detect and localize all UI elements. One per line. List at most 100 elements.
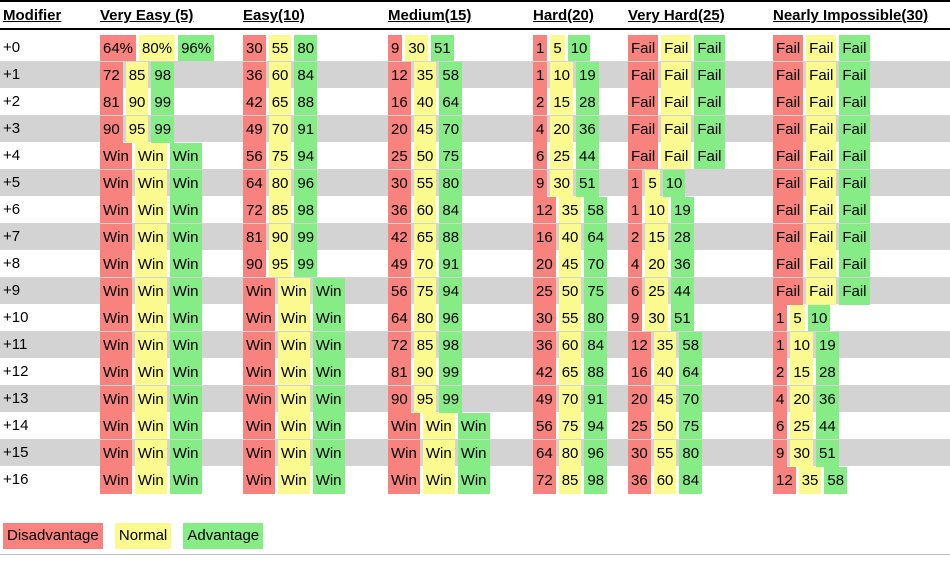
probability-value-disadvantage: 30 xyxy=(243,35,266,62)
probability-value-normal: 55 xyxy=(558,305,582,332)
probability-value-normal: 20 xyxy=(790,386,814,413)
difficulty-cell: 49 70 91 xyxy=(243,115,320,143)
probability-value-disadvantage: 64 xyxy=(243,170,266,197)
probability-value-advantage: Fail xyxy=(839,143,870,170)
probability-value-advantage: 51 xyxy=(671,305,694,332)
probability-value-normal: 40 xyxy=(413,89,437,116)
probability-value-advantage: Win xyxy=(312,467,345,494)
column-header-modifier: Modifier xyxy=(3,7,62,24)
difficulty-cell: 6 25 44 xyxy=(773,412,842,440)
probability-value-normal: 95 xyxy=(413,386,437,413)
modifier-label: +16 xyxy=(3,471,29,488)
probability-value-disadvantage: Fail xyxy=(773,143,804,170)
difficulty-cell: 9 30 51 xyxy=(533,169,602,197)
probability-value-advantage: 70 xyxy=(584,251,608,278)
probability-value-disadvantage: 72 xyxy=(100,62,123,89)
probability-value-disadvantage: Win xyxy=(100,440,132,467)
probability-value-disadvantage: 72 xyxy=(533,467,556,494)
probability-value-advantage: 19 xyxy=(576,62,599,89)
modifier-label: +12 xyxy=(3,363,29,380)
probability-value-advantage: Fail xyxy=(694,116,725,143)
difficulty-cell: 64 80 96 xyxy=(533,439,610,467)
difficulty-cell: 1 10 19 xyxy=(773,331,842,359)
modifier-label: +5 xyxy=(3,174,21,191)
probability-value-advantage: 51 xyxy=(431,35,454,62)
probability-value-normal: Win xyxy=(277,413,310,440)
probability-value-disadvantage: 90 xyxy=(388,386,411,413)
difficulty-cell: Win Win Win xyxy=(243,358,348,386)
table-row: +7 Win Win Win 81 90 99 42 65 88 16 40 64 2 15 28 Fail Fa… xyxy=(0,223,950,251)
difficulty-cell: Win Win Win xyxy=(100,304,205,332)
table-row: +12 Win Win Win Win Win Win 81 90 99 42 65 88 16 40 64 2… xyxy=(0,358,950,386)
difficulty-cell: 20 45 70 xyxy=(628,385,705,413)
probability-value-normal: Fail xyxy=(806,224,837,251)
difficulty-cell: 4 20 36 xyxy=(628,250,697,278)
probability-value-normal: Win xyxy=(134,143,167,170)
probability-value-normal: 95 xyxy=(268,251,292,278)
probability-value-advantage: 10 xyxy=(807,305,831,332)
probability-value-advantage: 80 xyxy=(294,35,318,62)
probability-value-disadvantage: 12 xyxy=(388,62,411,89)
difficulty-cell: Win Win Win xyxy=(100,169,205,197)
difficulty-cell: 2 15 28 xyxy=(773,358,842,386)
probability-value-disadvantage: Win xyxy=(100,305,132,332)
probability-value-disadvantage: 72 xyxy=(243,197,266,224)
probability-value-advantage: Win xyxy=(312,332,345,359)
probability-value-advantage: Fail xyxy=(694,62,725,89)
probability-value-normal: Fail xyxy=(661,35,692,62)
difficulty-cell: Fail Fail Fail xyxy=(628,88,728,116)
probability-value-advantage: Fail xyxy=(694,89,725,116)
probability-value-disadvantage: 6 xyxy=(628,278,643,305)
probability-value-advantage: 99 xyxy=(439,386,463,413)
difficulty-cell: 42 65 88 xyxy=(243,88,320,116)
probability-value-normal: Win xyxy=(134,413,167,440)
probability-value-disadvantage: 12 xyxy=(533,197,556,224)
probability-value-disadvantage: 81 xyxy=(388,359,411,386)
probability-value-disadvantage: 25 xyxy=(628,413,651,440)
probability-value-normal: 15 xyxy=(790,359,814,386)
modifier-label: +9 xyxy=(3,282,21,299)
probability-value-advantage: 88 xyxy=(584,359,608,386)
probability-value-disadvantage: 9 xyxy=(388,35,403,62)
probability-value-advantage: Win xyxy=(169,278,202,305)
modifier-label: +4 xyxy=(3,147,21,164)
probability-value-advantage: 19 xyxy=(671,197,694,224)
probability-value-normal: 20 xyxy=(550,116,574,143)
difficulty-cell: Win Win Win xyxy=(100,412,205,440)
probability-value-disadvantage: Fail xyxy=(773,278,804,305)
probability-value-normal: 70 xyxy=(268,116,292,143)
probability-value-advantage: 98 xyxy=(439,332,463,359)
probability-value-disadvantage: 72 xyxy=(388,332,411,359)
probability-value-normal: Fail xyxy=(806,143,837,170)
probability-value-disadvantage: 20 xyxy=(628,386,651,413)
probability-value-disadvantage: Win xyxy=(243,386,275,413)
probability-value-normal: 50 xyxy=(558,278,582,305)
probability-value-normal: 65 xyxy=(268,89,292,116)
difficulty-cell: 12 35 58 xyxy=(533,196,610,224)
probability-value-disadvantage: 49 xyxy=(533,386,556,413)
table-body: +0 64% 80% 96% 30 55 80 9 30 51 1 5 10 Fail Fail Fail Fa… xyxy=(0,34,950,494)
probability-value-normal: Win xyxy=(277,440,310,467)
probability-value-normal: Win xyxy=(277,386,310,413)
difficulty-cell: 9 30 51 xyxy=(628,304,697,332)
probability-value-disadvantage: 9 xyxy=(533,170,548,197)
probability-value-disadvantage: 56 xyxy=(243,143,266,170)
table-row: +15 Win Win Win Win Win Win Win Win Win 64 80 96 30 55… xyxy=(0,439,950,467)
difficulty-cell: 42 65 88 xyxy=(533,358,610,386)
probability-value-advantage: 94 xyxy=(294,143,318,170)
probability-value-normal: Win xyxy=(134,197,167,224)
probability-value-normal: Win xyxy=(277,305,310,332)
probability-value-advantage: Win xyxy=(169,305,202,332)
probability-value-disadvantage: 6 xyxy=(533,143,548,170)
difficulty-cell: Fail Fail Fail xyxy=(773,88,873,116)
probability-value-advantage: Fail xyxy=(839,62,870,89)
probability-value-advantage: Fail xyxy=(839,116,870,143)
probability-value-advantage: 80 xyxy=(584,305,608,332)
probability-value-normal: 80 xyxy=(268,170,292,197)
probability-value-advantage: Win xyxy=(312,305,345,332)
probability-value-disadvantage: 2 xyxy=(533,89,548,116)
probability-value-disadvantage: 42 xyxy=(243,89,266,116)
probability-value-disadvantage: 1 xyxy=(533,35,548,62)
difficulty-cell: 72 85 98 xyxy=(533,466,610,494)
probability-value-advantage: 75 xyxy=(439,143,463,170)
